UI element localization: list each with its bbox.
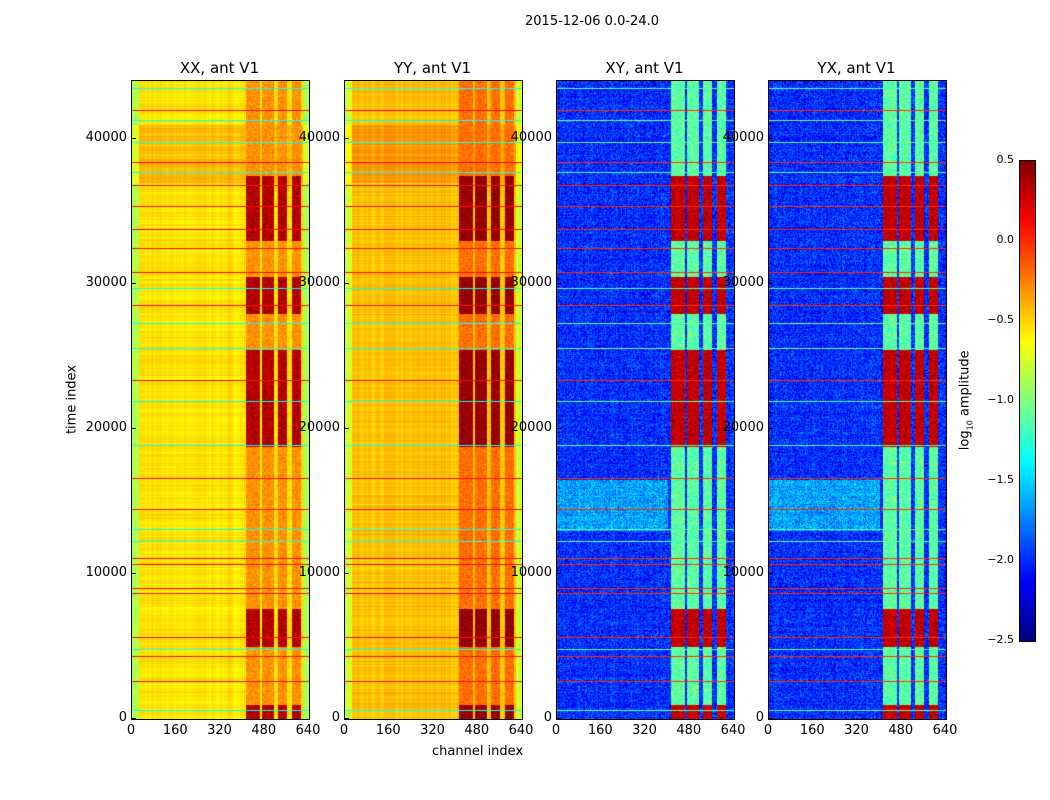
y-tick-mark	[131, 283, 136, 284]
x-tick-label: 0	[126, 723, 136, 738]
colorbar-gradient	[1020, 161, 1035, 641]
y-tick-mark	[768, 573, 773, 574]
y-tick-label: 30000	[510, 275, 552, 290]
y-tick-label: 0	[118, 710, 127, 725]
y-tick-label: 30000	[722, 275, 764, 290]
x-tick-label: 640	[295, 723, 321, 738]
y-tick-mark	[768, 283, 773, 284]
heatmap-panel-1	[344, 80, 523, 720]
panel-title: XX, ant V1	[179, 59, 260, 77]
heatmap-cells	[132, 81, 309, 719]
x-tick-label: 320	[207, 723, 232, 738]
x-tick-label: 640	[932, 723, 958, 738]
colorbar-tick-label: 0.5	[996, 153, 1015, 166]
y-tick-label: 0	[755, 710, 764, 725]
y-tick-mark	[344, 283, 349, 284]
heatmap-panel-0	[131, 80, 310, 720]
x-tick-label: 160	[799, 723, 825, 738]
y-tick-label: 20000	[510, 420, 552, 435]
x-tick-label: 160	[587, 723, 613, 738]
y-tick-label: 20000	[85, 420, 127, 435]
y-tick-label: 40000	[510, 130, 552, 145]
x-tick-label: 640	[720, 723, 746, 738]
x-tick-label: 160	[375, 723, 401, 738]
y-tick-label: 40000	[85, 130, 127, 145]
x-tick-label: 320	[844, 723, 869, 738]
y-tick-label: 10000	[510, 565, 552, 580]
x-axis-label: channel index	[432, 744, 524, 759]
x-tick-label: 320	[632, 723, 657, 738]
y-tick-mark	[556, 718, 561, 719]
y-tick-mark	[556, 428, 561, 429]
panel-title: XY, ant V1	[605, 59, 684, 77]
figure-title: 2015-12-06 0.0-24.0	[525, 14, 659, 29]
y-tick-label: 40000	[722, 130, 764, 145]
y-tick-mark	[556, 283, 561, 284]
y-tick-mark	[131, 573, 136, 574]
x-tick-label: 0	[339, 723, 349, 738]
x-tick-label: 480	[464, 723, 490, 738]
x-tick-label: 0	[551, 723, 561, 738]
heatmap-cells	[345, 81, 522, 719]
heatmap-panel-3	[768, 80, 947, 720]
y-tick-mark	[131, 718, 136, 719]
y-tick-label: 10000	[85, 565, 127, 580]
colorbar-tick-label: −1.5	[987, 473, 1014, 486]
colorbar-label: log10 amplitude	[957, 350, 975, 451]
x-tick-label: 640	[508, 723, 534, 738]
x-tick-label: 160	[162, 723, 188, 738]
y-tick-mark	[768, 718, 773, 719]
x-tick-label: 320	[420, 723, 445, 738]
y-tick-mark	[556, 573, 561, 574]
y-tick-label: 40000	[298, 130, 340, 145]
y-tick-mark	[768, 138, 773, 139]
colorbar-tick-label: −2.0	[987, 553, 1014, 566]
x-tick-label: 480	[676, 723, 702, 738]
heatmap-cells	[557, 81, 734, 719]
colorbar-tick-label: −2.5	[987, 633, 1014, 646]
y-tick-mark	[344, 428, 349, 429]
heatmap-cells	[769, 81, 946, 719]
x-tick-label: 0	[763, 723, 773, 738]
y-tick-mark	[768, 428, 773, 429]
y-tick-label: 0	[543, 710, 552, 725]
y-tick-label: 20000	[298, 420, 340, 435]
y-tick-label: 0	[331, 710, 340, 725]
panel-title: YX, ant V1	[817, 59, 896, 77]
colorbar-tick-label: 0.0	[996, 233, 1015, 246]
y-tick-label: 30000	[85, 275, 127, 290]
y-tick-mark	[131, 138, 136, 139]
y-tick-mark	[344, 718, 349, 719]
x-tick-label: 480	[888, 723, 914, 738]
y-tick-mark	[344, 138, 349, 139]
panel-title: YY, ant V1	[393, 59, 471, 77]
colorbar-tick-label: −0.5	[987, 313, 1014, 326]
y-tick-label: 20000	[722, 420, 764, 435]
y-tick-mark	[344, 573, 349, 574]
y-tick-label: 10000	[298, 565, 340, 580]
y-tick-mark	[556, 138, 561, 139]
y-tick-label: 30000	[298, 275, 340, 290]
y-tick-label: 10000	[722, 565, 764, 580]
y-tick-mark	[131, 428, 136, 429]
colorbar	[1019, 160, 1036, 642]
heatmap-panel-2	[556, 80, 735, 720]
x-tick-label: 480	[251, 723, 277, 738]
colorbar-tick-label: −1.0	[987, 393, 1014, 406]
